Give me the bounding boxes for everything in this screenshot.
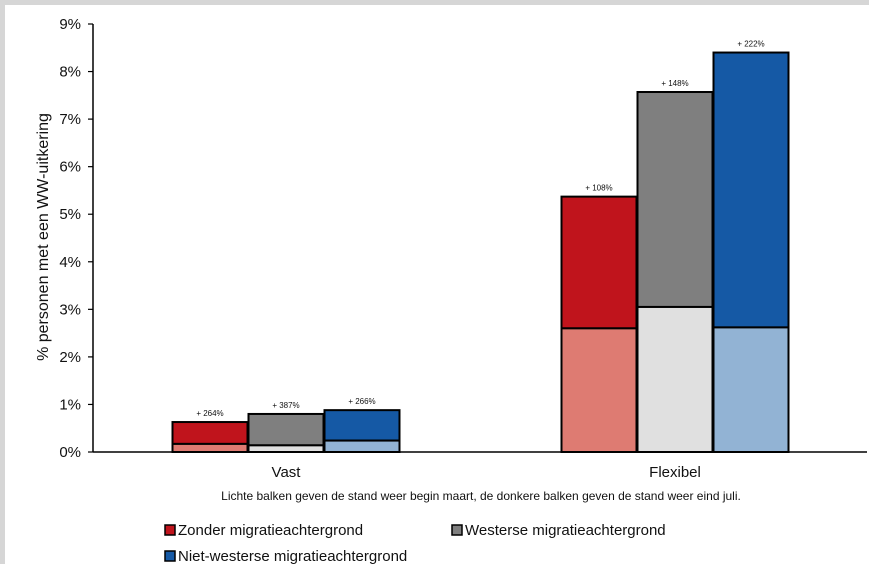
- bar-begin-maart: [712, 326, 790, 454]
- y-tick-label: 6%: [59, 159, 81, 176]
- bar-begin-maart: [636, 305, 714, 454]
- y-tick-label: 5%: [59, 206, 81, 223]
- legend-label: Zonder migratieachtergrond: [178, 522, 363, 539]
- x-category-label: Vast: [272, 464, 302, 481]
- bar-change-label: + 266%: [348, 397, 375, 406]
- y-tick-label: 4%: [59, 254, 81, 271]
- bar-begin-maart: [323, 439, 401, 454]
- bar-begin-maart: [247, 444, 325, 454]
- legend-label: Westerse migratieachtergrond: [465, 522, 666, 539]
- y-tick-label: 1%: [59, 396, 81, 413]
- bar-eind-juli: [323, 409, 401, 442]
- y-tick-label: 9%: [59, 16, 81, 33]
- bar-begin-maart: [171, 442, 249, 454]
- bar-eind-juli: [712, 51, 790, 329]
- legend-swatch: [164, 550, 176, 562]
- bar-eind-juli: [171, 421, 249, 445]
- bar-eind-juli: [636, 91, 714, 308]
- chart-note: Lichte balken geven de stand weer begin …: [221, 489, 741, 503]
- y-tick-label: 7%: [59, 111, 81, 128]
- bar-eind-juli: [560, 195, 638, 330]
- y-axis-label: % personen met een WW-uitkering: [35, 113, 52, 361]
- legend-label: Niet-westerse migratieachtergrond: [178, 548, 407, 565]
- bar-change-label: + 264%: [196, 409, 223, 418]
- y-tick-label: 0%: [59, 444, 81, 461]
- bar-chart: + 264% + 387% + 266% + 108% + 148% + 222% 0% 1…: [35, 16, 867, 565]
- y-tick-label: 8%: [59, 64, 81, 81]
- bar-change-label: + 148%: [661, 79, 688, 88]
- bar-change-label: + 222%: [737, 40, 764, 49]
- y-tick-label: 2%: [59, 349, 81, 366]
- bar-change-label: + 108%: [585, 184, 612, 193]
- y-tick-label: 3%: [59, 301, 81, 318]
- bar-begin-maart: [560, 327, 638, 454]
- x-category-label: Flexibel: [649, 464, 701, 481]
- bar-change-label: + 387%: [272, 401, 299, 410]
- legend-swatch: [451, 524, 463, 536]
- legend-swatch: [164, 524, 176, 536]
- bar-eind-juli: [247, 412, 325, 447]
